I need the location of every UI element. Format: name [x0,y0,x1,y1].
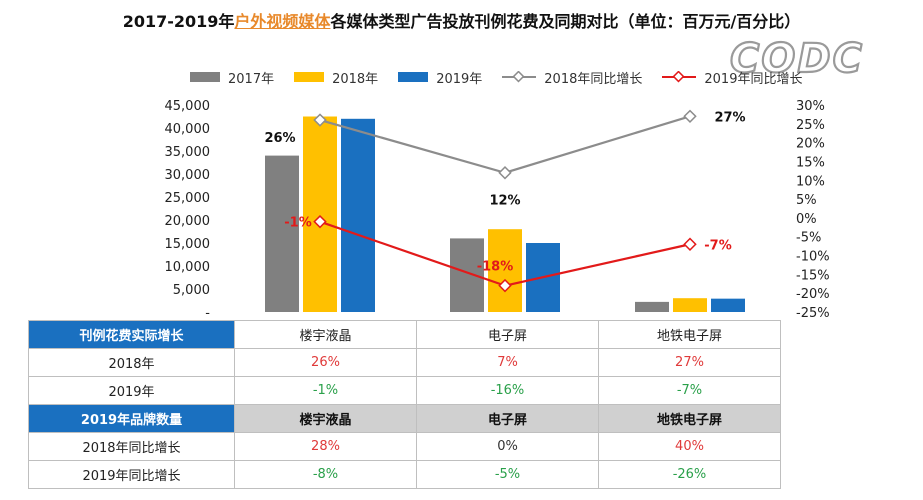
codc-logo: CODC [729,35,864,82]
data-label-2019年同比增长: -7% [704,238,731,253]
table-col-header: 楼宇液晶 [234,320,417,349]
y-tick-label-right: 15% [796,155,825,170]
table-cell: -5% [416,460,599,489]
y-tick-label-left: 30,000 [165,168,211,183]
table-col-header: 电子屏 [416,404,599,433]
legend-label-growth-2019: 2019年同比增长 [704,71,803,87]
legend-item-growth-2019: 2019年同比增长 [662,68,802,87]
table-cell: 40% [598,432,781,461]
bar-2019年 [341,118,375,312]
chart-legend: 2017年 2018年 2019年 2018年同比增长 2019年同比增长 [190,66,822,88]
bar-2018年 [673,298,707,312]
table-row: 2018年同比增长 28% 0% 40% [28,432,781,461]
logo-text: CODC [730,36,864,82]
legend-label-growth-2018: 2018年同比增长 [544,71,643,87]
bar-2018年 [488,229,522,312]
title-highlight: 户外视频媒体 [234,12,331,31]
table-cell: -7% [598,376,781,405]
bar-2018年 [303,116,337,312]
line-point-2019年同比增长 [498,278,512,293]
line-point-2018年同比增长 [313,113,327,127]
table-header-brand-count: 2019年品牌数量 [28,404,235,433]
legend-label-2019: 2019年 [436,71,483,87]
line-point-2019年同比增长 [313,214,327,229]
y-tick-label-left: 40,000 [165,122,211,137]
y-tick-label-right: 10% [796,174,825,189]
y-tick-label-right: 0% [796,212,817,227]
legend-label-2017: 2017年 [228,71,275,87]
table-header-row-1: 刊例花费实际增长 楼宇液晶 电子屏 地铁电子屏 [28,320,781,349]
table-header-actual-growth: 刊例花费实际增长 [28,320,235,349]
y-tick-label-right: -15% [796,268,830,283]
line-point-2018年同比增长 [683,109,697,124]
table-row: 2019年同比增长 -8% -5% -26% [28,460,781,489]
table-cell: 27% [598,348,781,377]
bar-2017年 [265,155,299,312]
table-cell: 28% [234,432,417,461]
y-tick-label-right: 5% [796,193,817,208]
y-tick-label-left: 5,000 [173,283,210,298]
table-row-label: 2018年同比增长 [28,432,235,461]
data-label-2018年同比增长: 12% [489,194,520,209]
legend-swatch-2018 [294,72,325,82]
y-tick-label-right: -25% [796,306,830,320]
y-tick-label-left: 35,000 [165,145,211,160]
y-tick-label-left: 45,000 [165,99,211,114]
title-suffix: 各媒体类型广告投放刊例花费及同期对比（单位：百万元/百分比） [330,12,801,31]
table-row-label: 2019年同比增长 [28,460,235,489]
table-col-header: 地铁电子屏 [598,320,781,349]
y-tick-label-right: 25% [796,118,825,133]
bar-2019年 [711,298,745,312]
legend-item-2018: 2018年 [294,68,378,87]
y-tick-label-left: 10,000 [165,260,211,275]
data-label-2018年同比增长: 26% [264,131,295,146]
y-tick-label-right: -10% [796,250,830,265]
table-cell: -16% [416,376,599,405]
legend-label-2018: 2018年 [332,71,379,87]
table-cell: -26% [598,460,781,489]
legend-swatch-2019 [398,72,429,82]
table-cell: 26% [234,348,417,377]
table-row: 2018年 26% 7% 27% [28,348,781,377]
title-prefix: 2017-2019年 [122,12,235,31]
y-tick-label-right: 30% [796,99,825,114]
table-col-header: 楼宇液晶 [234,404,417,433]
y-tick-label-right: -20% [796,287,830,302]
table-cell: 0% [416,432,599,461]
data-label-2019年同比增长: -18% [477,260,514,275]
y-tick-label-right: -5% [796,231,821,246]
legend-swatch-2017 [190,72,220,82]
legend-item-2019: 2019年 [398,68,482,87]
table-cell: 7% [416,348,599,377]
legend-line-growth-2018 [502,71,537,83]
data-label-2018年同比增长: 27% [714,110,745,125]
y-tick-label-left: 15,000 [165,237,211,252]
table-col-header: 电子屏 [416,320,599,349]
y-tick-label-right: 20% [796,137,825,152]
chart-title: 2017-2019年户外视频媒体各媒体类型广告投放刊例花费及同期对比（单位：百万… [0,8,923,32]
table-row-label: 2019年 [28,376,235,405]
table-row: 2019年 -1% -16% -7% [28,376,781,405]
y-tick-label-left: 25,000 [165,191,211,206]
data-label-2019年同比增长: -1% [284,216,311,231]
line-point-2018年同比增长 [498,166,512,180]
y-tick-label-left: - [205,306,210,320]
summary-table: 刊例花费实际增长 楼宇液晶 电子屏 地铁电子屏 2018年 26% 7% 27%… [28,320,781,489]
legend-line-growth-2019 [662,71,697,83]
legend-item-growth-2018: 2018年同比增长 [502,68,642,87]
table-row-label: 2018年 [28,348,235,377]
y-tick-label-left: 20,000 [165,214,211,229]
line-point-2019年同比增长 [683,237,697,251]
bar-2017年 [635,301,669,312]
table-cell: -8% [234,460,417,489]
table-col-header: 地铁电子屏 [598,404,781,433]
legend-item-2017: 2017年 [190,68,274,87]
table-header-row-2: 2019年品牌数量 楼宇液晶 电子屏 地铁电子屏 [28,404,781,433]
bar-2017年 [450,238,484,312]
line-2018年同比增长 [319,115,691,174]
chart-plot-area: 45,000 40,000 35,000 30,000 25,000 20,000 15,0… [165,99,830,320]
table-cell: -1% [234,376,417,405]
